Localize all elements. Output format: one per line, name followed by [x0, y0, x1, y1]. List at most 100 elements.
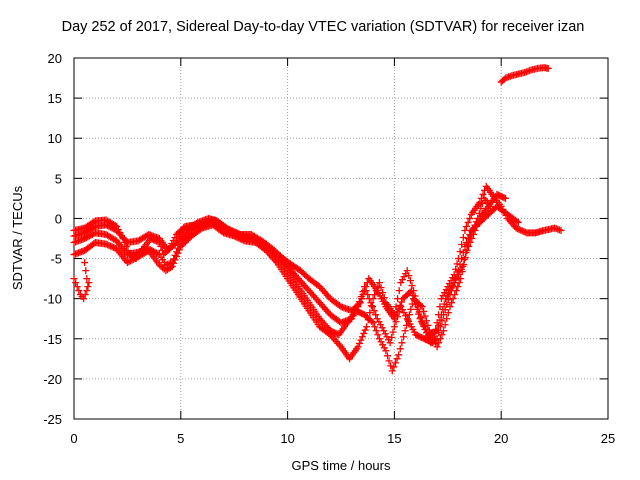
data-point	[375, 279, 383, 287]
data-point	[81, 259, 89, 267]
data-point	[363, 323, 371, 331]
data-point	[107, 223, 115, 231]
data-point	[395, 351, 403, 359]
data-point	[412, 301, 420, 309]
data-point	[372, 311, 380, 319]
data-point	[171, 233, 179, 241]
data-point	[375, 318, 383, 326]
data-point	[386, 339, 394, 347]
data-point	[459, 233, 467, 241]
series-track-g	[497, 64, 552, 86]
data-point	[400, 273, 408, 281]
data-point	[356, 339, 364, 347]
data-point	[464, 218, 472, 226]
data-point	[380, 327, 388, 335]
data-point	[90, 223, 98, 231]
data-point	[366, 309, 374, 317]
data-point	[358, 295, 366, 303]
data-point	[108, 224, 116, 232]
x-tick-label: 5	[177, 431, 184, 446]
data-point	[377, 338, 385, 346]
data-point	[131, 255, 139, 263]
data-point	[410, 296, 418, 304]
data-point	[439, 305, 447, 313]
data-point	[171, 256, 179, 264]
data-point	[174, 249, 182, 257]
data-point	[403, 321, 411, 329]
data-point	[357, 336, 365, 344]
y-tick-label: -25	[43, 412, 62, 427]
data-point	[390, 315, 398, 323]
data-point	[364, 316, 372, 324]
data-point	[85, 279, 93, 287]
series-group	[70, 64, 565, 375]
data-point	[398, 276, 406, 284]
data-point	[377, 284, 385, 292]
data-point	[396, 301, 404, 309]
data-point	[397, 279, 405, 287]
data-point	[459, 263, 467, 271]
data-point	[88, 230, 96, 238]
data-point	[128, 256, 136, 264]
data-point	[389, 328, 397, 336]
data-point	[85, 232, 93, 240]
data-point	[512, 224, 520, 232]
data-point	[407, 305, 415, 313]
data-point	[479, 190, 487, 198]
data-point	[464, 242, 472, 250]
data-point	[173, 253, 181, 261]
data-point	[407, 287, 415, 295]
x-tick-label: 20	[494, 431, 508, 446]
data-point	[461, 226, 469, 234]
data-point	[433, 327, 441, 335]
data-point	[405, 311, 413, 319]
data-point	[390, 323, 398, 331]
data-point	[356, 299, 364, 307]
data-point	[432, 327, 440, 335]
series-track-e	[70, 275, 93, 303]
data-point	[467, 231, 475, 239]
data-point	[418, 319, 426, 327]
data-point	[462, 222, 470, 230]
data-point	[154, 250, 162, 258]
data-point	[520, 228, 528, 236]
data-point	[354, 343, 362, 351]
data-point	[383, 333, 391, 341]
data-point	[170, 259, 178, 267]
data-point	[82, 267, 90, 275]
y-tick-label: 15	[48, 91, 62, 106]
data-point	[105, 222, 113, 230]
data-point	[453, 260, 461, 268]
data-point	[373, 315, 381, 323]
data-point	[395, 305, 403, 313]
series-track-f	[81, 259, 92, 291]
data-point	[108, 243, 116, 251]
x-axis-label: GPS time / hours	[292, 458, 391, 473]
data-point	[515, 225, 523, 233]
data-point	[422, 317, 430, 325]
data-point	[479, 199, 487, 207]
data-point	[468, 228, 476, 236]
data-point	[462, 239, 470, 247]
data-point	[432, 336, 440, 344]
data-point	[408, 300, 416, 308]
data-point	[379, 341, 387, 349]
data-point	[378, 324, 386, 332]
data-point	[433, 343, 441, 351]
data-point	[449, 295, 457, 303]
data-point	[75, 287, 83, 295]
data-point	[125, 258, 133, 266]
data-point	[402, 312, 410, 320]
data-point	[372, 327, 380, 335]
data-point	[371, 291, 379, 299]
grid	[74, 58, 608, 419]
data-point	[143, 247, 151, 255]
data-point	[175, 246, 183, 254]
data-point	[466, 214, 474, 222]
data-point	[421, 312, 429, 320]
data-point	[440, 300, 448, 308]
data-point	[437, 311, 445, 319]
data-point	[371, 323, 379, 331]
data-point	[465, 235, 473, 242]
x-tick-label: 15	[387, 431, 401, 446]
